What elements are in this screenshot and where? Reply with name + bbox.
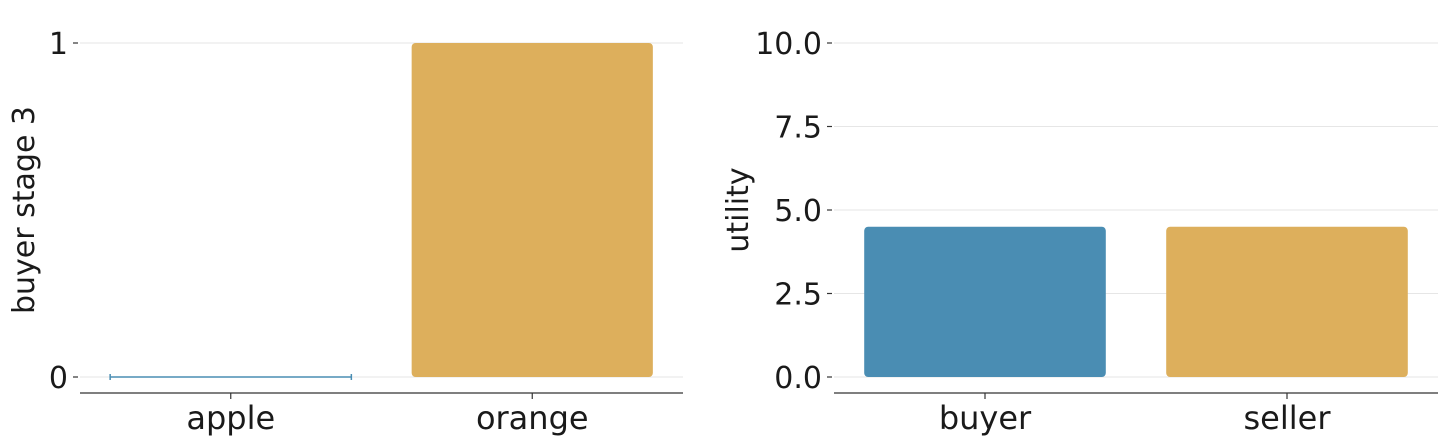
chart-right: 0.0 2.5 5.0 7.5 10.0 buyer seller utility: [721, 27, 1438, 437]
bar-buyer: [864, 226, 1106, 377]
y-axis-label: utility: [721, 167, 756, 252]
y-tick-label: 1: [49, 27, 68, 62]
y-tick-label: 7.5: [774, 111, 822, 146]
chart-left: 0 1 apple orange buyer stage 3: [7, 27, 683, 437]
x-tick-label: orange: [476, 399, 589, 437]
y-tick-label: 10.0: [755, 27, 822, 62]
x-tick-label: buyer: [939, 399, 1032, 437]
y-tick-label: 0.0: [774, 361, 822, 396]
y-tick-label: 5.0: [774, 194, 822, 229]
y-tick-label: 2.5: [774, 278, 822, 313]
x-tick-label: seller: [1244, 399, 1332, 437]
bar-orange: [411, 43, 653, 377]
y-axis-label: buyer stage 3: [7, 106, 42, 314]
bar-seller: [1166, 226, 1408, 377]
y-tick-label: 0: [49, 361, 68, 396]
x-tick-label: apple: [186, 399, 275, 437]
